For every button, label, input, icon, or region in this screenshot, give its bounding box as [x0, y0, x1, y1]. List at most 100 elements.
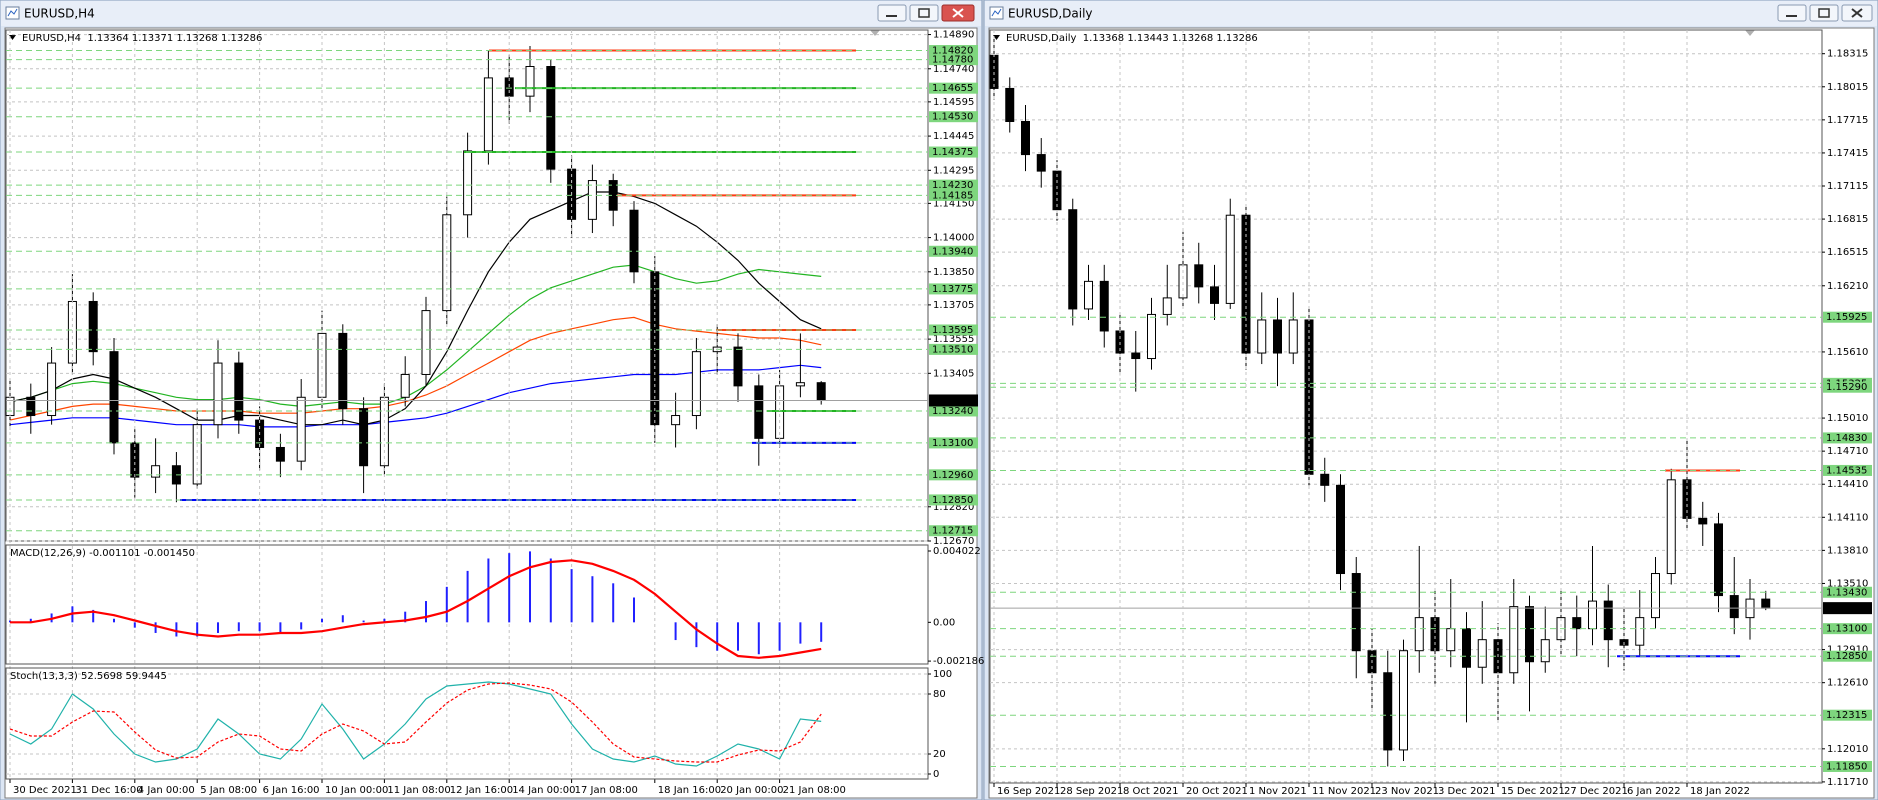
candle-body — [1084, 280, 1093, 310]
close-button[interactable] — [1841, 4, 1873, 22]
candle-body — [1273, 319, 1282, 354]
level-tag — [1823, 709, 1872, 721]
minimize-button[interactable] — [1777, 4, 1807, 22]
level-tag — [929, 343, 978, 355]
y-tick-label: 0 — [933, 769, 939, 780]
candle-body — [691, 351, 701, 417]
current-price-label: 1.13286 — [932, 395, 973, 406]
candle-body — [1210, 286, 1219, 304]
level-tag-label: 1.12850 — [1826, 651, 1867, 662]
candle-body — [1178, 264, 1188, 299]
y-tick-label: 1.14295 — [933, 165, 974, 176]
candle-body — [671, 415, 681, 426]
title-bar — [1, 1, 981, 26]
menu-arrow[interactable] — [9, 35, 16, 40]
candle-body — [754, 385, 764, 439]
signal-line — [10, 559, 822, 659]
candle-body — [338, 332, 348, 410]
current-price-tag — [929, 394, 978, 407]
window-title: EURUSD,Daily — [1008, 7, 1093, 21]
candle-body — [442, 214, 452, 312]
level-tag — [929, 494, 978, 506]
y-tick-label: 1.12010 — [1827, 744, 1868, 755]
x-tick-label: 31 Dec 16:00 — [75, 785, 142, 796]
level-tag-label: 1.13940 — [932, 246, 973, 257]
restore-button[interactable] — [1809, 4, 1839, 22]
moving-average — [9, 264, 822, 408]
candle-body — [1651, 573, 1660, 619]
moving-average — [9, 191, 822, 426]
y-tick-label: 1.13405 — [933, 368, 974, 379]
oscillator-line — [9, 682, 822, 763]
candle-body — [26, 396, 36, 417]
candle-body — [1194, 264, 1204, 288]
shift-marker — [1745, 30, 1755, 36]
level-tag-label: 1.14820 — [932, 46, 973, 57]
level-tag — [1823, 311, 1872, 323]
y-tick-label: 1.13810 — [1827, 545, 1868, 556]
y-tick-label: 0.00 — [933, 617, 955, 628]
x-tick-label: 4 Jan 00:00 — [138, 785, 195, 796]
y-tick-label: 1.17415 — [1827, 148, 1868, 159]
y-tick-label: 1.14445 — [933, 131, 974, 142]
level-tag — [1823, 432, 1872, 444]
level-tag-label: 1.14655 — [932, 83, 973, 94]
candle-body — [1068, 209, 1078, 310]
candle-body — [275, 446, 285, 462]
x-tick-label: 8 Oct 2021 — [1123, 786, 1178, 797]
level-tag — [1823, 381, 1872, 393]
pane-title: Stoch(13,3,3) 52.5698 59.9445 — [10, 671, 167, 682]
y-tick-label: 1.14110 — [1827, 512, 1868, 523]
pane-title: EURUSD,Daily 1.13368 1.13443 1.13268 1.1… — [1006, 33, 1258, 44]
x-tick-label: 5 Jan 08:00 — [200, 785, 257, 796]
restore-button[interactable] — [909, 4, 939, 22]
candle-body — [795, 382, 805, 387]
x-tick-label: 10 Jan 00:00 — [325, 785, 388, 796]
candle-body — [192, 424, 202, 485]
candle-body — [483, 77, 493, 152]
chart-area — [4, 27, 978, 799]
level-tag-label: 1.12715 — [932, 526, 973, 537]
candle-body — [1162, 297, 1172, 315]
y-tick-label: 1.12820 — [933, 502, 974, 513]
close-button[interactable] — [941, 4, 975, 22]
y-tick-label: 1.14710 — [1827, 446, 1868, 457]
candle-body — [1761, 598, 1771, 609]
menu-arrow[interactable] — [993, 35, 1000, 40]
candle-body — [1414, 617, 1424, 652]
minimize-button[interactable] — [877, 4, 907, 22]
candle-body — [1446, 628, 1456, 652]
level-tag — [929, 111, 978, 123]
x-tick-label: 20 Jan 00:00 — [720, 785, 783, 796]
x-tick-label: 28 Sep 2021 — [1060, 786, 1123, 797]
x-tick-label: 23 Nov 2021 — [1375, 786, 1439, 797]
y-tick-label: 1.16815 — [1827, 214, 1868, 225]
level-tag-label: 1.14230 — [932, 180, 973, 191]
x-tick-label: 16 Sep 2021 — [997, 786, 1060, 797]
x-tick-label: 15 Dec 2021 — [1501, 786, 1565, 797]
x-tick-label: 14 Jan 00:00 — [512, 785, 575, 796]
candle-body — [1336, 484, 1345, 575]
candle-body — [1052, 170, 1062, 211]
candle-body — [463, 150, 473, 216]
y-tick-label: 1.15010 — [1827, 413, 1868, 424]
level-tag — [1823, 586, 1872, 598]
candle-body — [1399, 650, 1408, 751]
x-tick-label: 11 Jan 08:00 — [387, 785, 450, 796]
level-tag-label: 1.14535 — [1826, 465, 1867, 476]
level-tag-label: 1.12960 — [932, 470, 973, 481]
candle-body — [1147, 313, 1156, 360]
y-tick-label: 1.11710 — [1827, 777, 1868, 788]
candle-body — [88, 300, 98, 353]
y-tick-label: 20 — [933, 749, 946, 760]
level-tag-label: 1.11850 — [1826, 761, 1867, 772]
candle-body — [1320, 473, 1330, 486]
candle-body — [1131, 352, 1141, 360]
level-tag-label: 1.13430 — [1826, 587, 1867, 598]
candle-body — [130, 442, 140, 478]
x-tick-label: 20 Oct 2021 — [1186, 786, 1248, 797]
y-tick-label: 1.14410 — [1827, 479, 1868, 490]
pane — [5, 544, 929, 665]
y-tick-label: 1.18315 — [1827, 49, 1868, 60]
